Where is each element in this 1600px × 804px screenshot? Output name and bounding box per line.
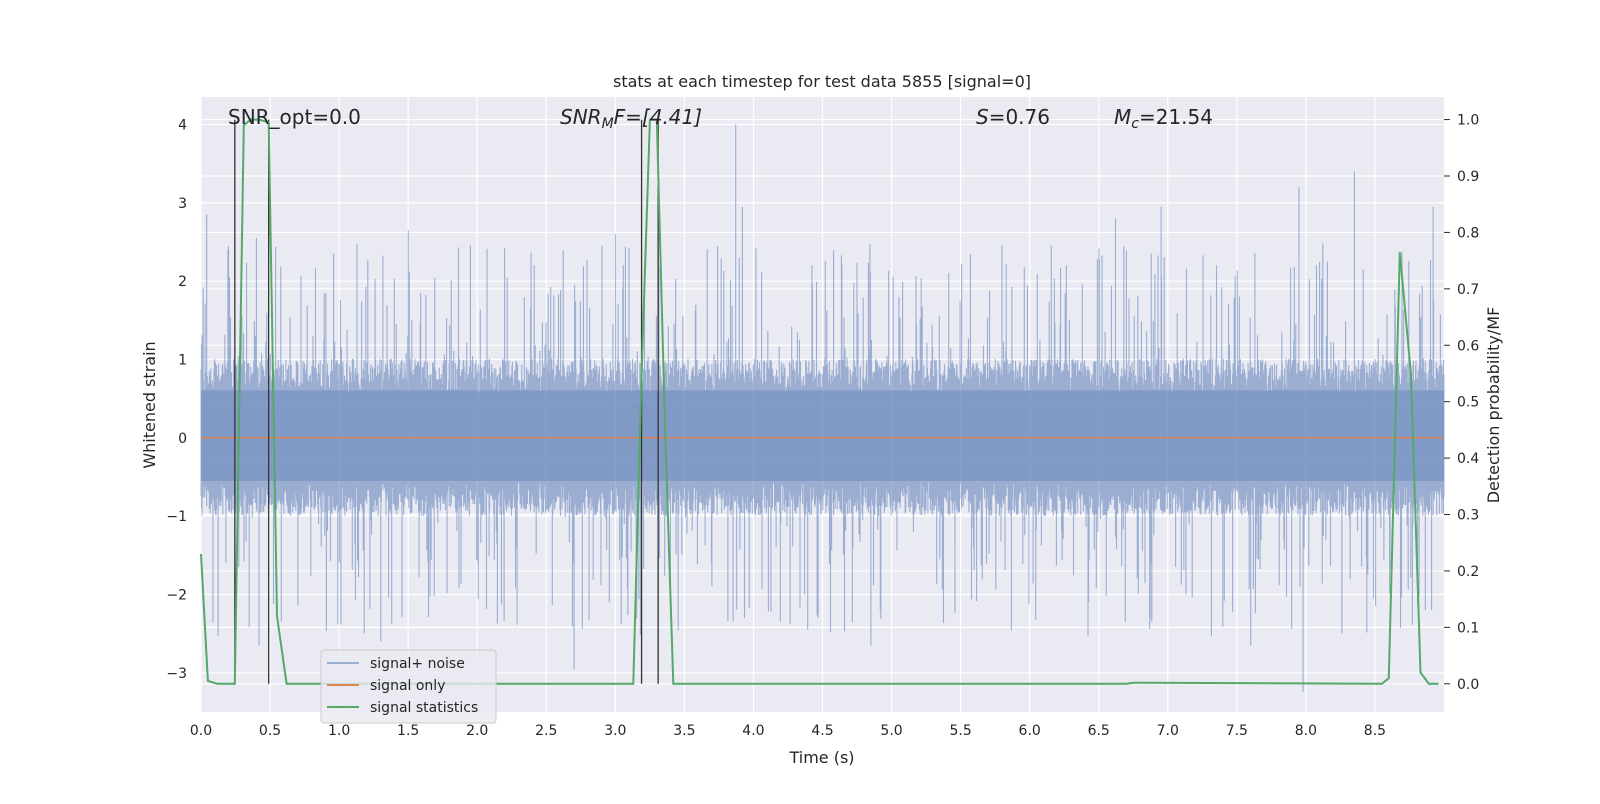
y-right-axis-label: Detection probability/MF: [1484, 307, 1503, 504]
annotation-s: S=0.76: [976, 105, 1050, 129]
chart-title: stats at each timestep for test data 585…: [613, 72, 1031, 91]
snr-mf-rest: F=[4.41]: [614, 105, 702, 129]
mc-base: M: [1114, 105, 1131, 129]
x-tick-label: 8.5: [1364, 723, 1386, 739]
y-right-tick-label: 0.7: [1457, 282, 1479, 298]
y-right-tick-label: 0.8: [1457, 225, 1479, 241]
signal-noise-core-band: [201, 390, 1444, 481]
legend-box: [320, 649, 497, 724]
x-axis-label: Time (s): [788, 748, 854, 767]
y-right-tick-label: 1.0: [1457, 113, 1479, 129]
y-right-tick-label: 0.6: [1457, 338, 1479, 354]
y-left-tick-label: 3: [178, 196, 187, 212]
legend: signal+ noise signal only signal statist…: [320, 649, 497, 724]
y-left-tick-label: −3: [166, 666, 187, 682]
y-right-tick-label: 0.4: [1457, 451, 1479, 467]
annotation-mc: Mc=21.54: [1114, 105, 1213, 132]
y-left-axis-label: Whitened strain: [140, 341, 159, 468]
x-tick-label: 2.0: [466, 723, 488, 739]
snr-mf-sub: M: [602, 116, 614, 132]
y-left-tick-label: 1: [178, 352, 187, 368]
s-rest: =0.76: [989, 105, 1050, 129]
x-tick-label: 2.5: [535, 723, 557, 739]
x-tick-label: 5.5: [949, 723, 971, 739]
legend-label-signal-statistics: signal statistics: [370, 700, 478, 716]
x-tick-label: 3.0: [604, 723, 626, 739]
x-tick-label: 0.0: [190, 723, 212, 739]
mc-rest: =21.54: [1139, 105, 1213, 129]
y-right-axis-ticks: 1.0 0.9 0.8 0.7 0.6 0.5 0.4 0.3 0.2 0.1 0.0: [1444, 113, 1479, 693]
x-tick-label: 4.5: [811, 723, 833, 739]
snr-mf-base: SNR: [560, 105, 602, 129]
x-tick-label: 7.5: [1226, 723, 1248, 739]
annotation-snr-mf: SNRMF=[4.41]: [560, 105, 702, 132]
x-tick-label: 0.5: [259, 723, 281, 739]
x-tick-label: 3.5: [673, 723, 695, 739]
signal-statistics-series: [200, 118, 1439, 685]
y-right-tick-label: 0.3: [1457, 508, 1479, 524]
x-tick-label: 1.5: [397, 723, 419, 739]
annotation-snr-opt: SNR_opt=0.0: [228, 105, 361, 129]
y-right-tick-label: 0.2: [1457, 564, 1479, 580]
y-left-tick-label: 2: [178, 274, 187, 290]
x-tick-label: 6.5: [1088, 723, 1110, 739]
y-right-tick-label: 0.0: [1457, 677, 1479, 693]
signal-noise-series: [200, 124, 1445, 693]
x-tick-label: 7.0: [1157, 723, 1179, 739]
signal-statistics-line: [200, 118, 1439, 685]
y-left-axis-ticks: 4 3 2 1 0 −1 −2 −3: [166, 117, 187, 681]
grid-horizontal: [201, 118, 1444, 685]
x-tick-label: 8.0: [1295, 723, 1317, 739]
x-tick-label: 4.0: [742, 723, 764, 739]
x-tick-label: 5.0: [880, 723, 902, 739]
mc-sub: c: [1131, 116, 1139, 132]
y-right-tick-label: 0.9: [1457, 169, 1479, 185]
y-right-tick-label: 0.1: [1457, 620, 1479, 636]
y-left-tick-label: −2: [166, 587, 187, 603]
s-italic: S: [976, 105, 989, 129]
x-tick-label: 6.0: [1019, 723, 1041, 739]
y-left-tick-label: 0: [178, 431, 187, 447]
x-tick-label: 1.0: [328, 723, 350, 739]
y-left-tick-label: −1: [166, 509, 187, 525]
legend-label-signal-only: signal only: [370, 678, 445, 694]
legend-label-signal-noise: signal+ noise: [370, 656, 465, 672]
x-axis-ticks: 0.0 0.5 1.0 1.5 2.0 2.5 3.0 3.5 4.0 4.5 5.0 5.5 6.0 6…: [190, 723, 1386, 739]
y-right-tick-label: 0.5: [1457, 395, 1479, 411]
y-left-tick-label: 4: [178, 117, 187, 133]
